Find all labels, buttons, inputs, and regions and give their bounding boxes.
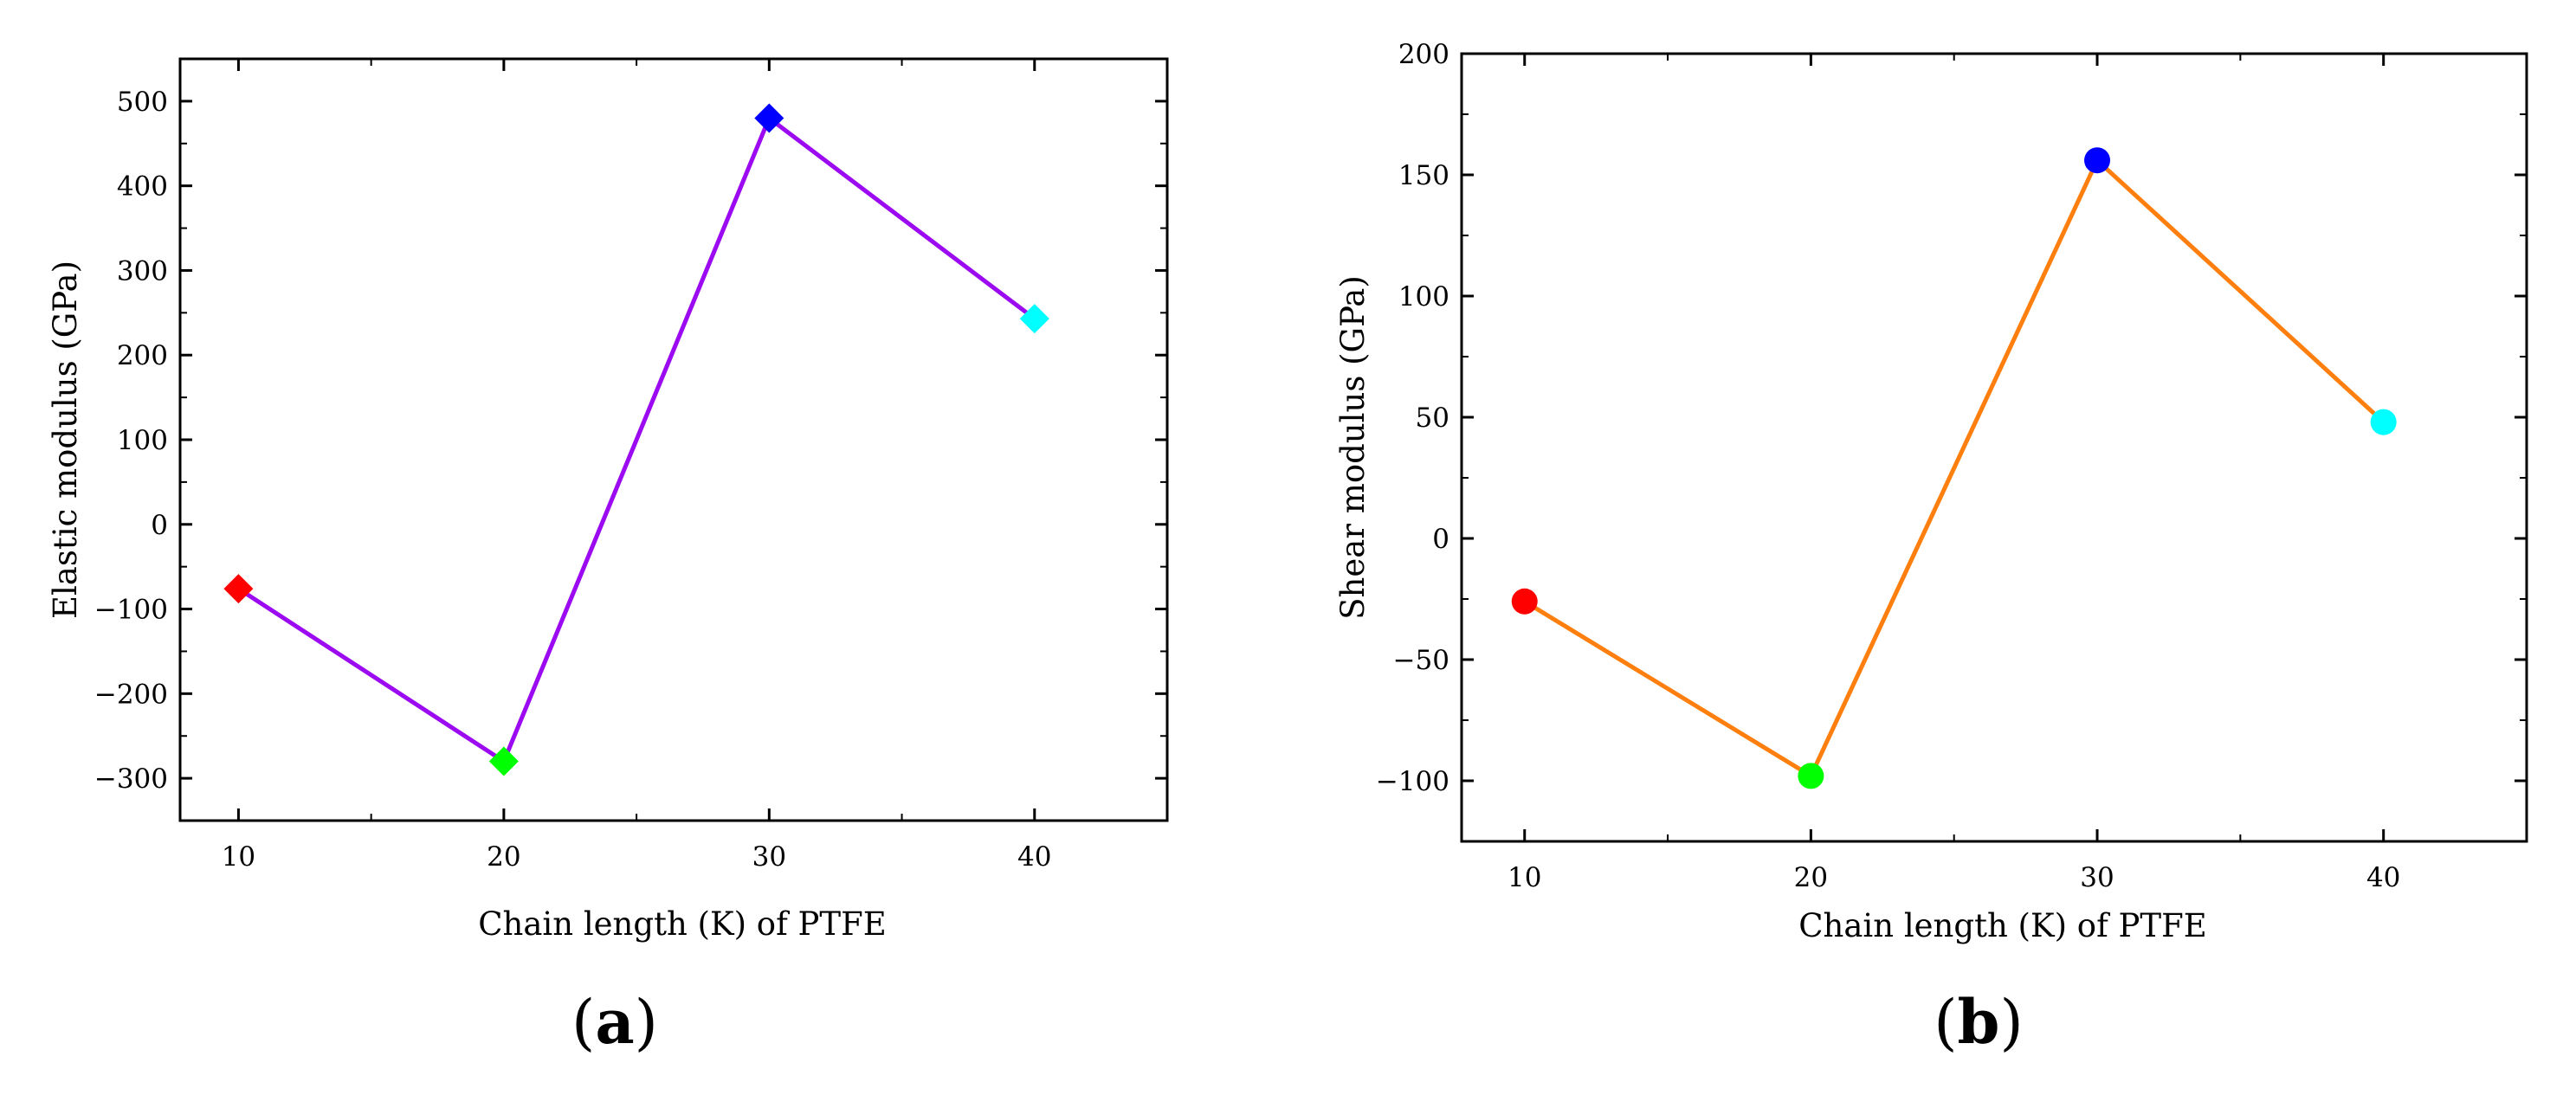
panel-a-ytick-label: 300 <box>117 255 168 287</box>
panel-a-ytick-label: 100 <box>117 425 168 456</box>
panel-a-label-text: a <box>595 986 634 1058</box>
panel-a-series-line <box>237 115 1036 764</box>
panel-b-label: (b) <box>1934 986 2024 1058</box>
panel-b-xtick-label: 10 <box>1508 862 1541 893</box>
panel-a-xtick-label: 40 <box>1017 841 1051 873</box>
panel-b-ytick-label: 50 <box>1416 403 1449 434</box>
panel-b-xtick-label: 30 <box>2080 862 2114 893</box>
panel-b-y-axis-title: Shear modulus (GPa) <box>1334 275 1372 620</box>
panel-b-plot-frame <box>1460 52 2528 843</box>
panel-b-ytick-label: 0 <box>1432 524 1449 555</box>
panel-a-ytick-label: −200 <box>94 679 168 710</box>
panel-a-ytick-label: 400 <box>117 171 168 203</box>
panel-b-series-line <box>1523 158 2386 778</box>
panel-a-ytick-label: 0 <box>151 510 168 541</box>
panel-a-ytick-label: 500 <box>117 87 168 118</box>
panel-b-chart: −100 −50 0 50 100 150 200 10 20 30 40 Chain length … <box>1334 39 2528 944</box>
panel-b-ytick-label: 150 <box>1398 160 1449 191</box>
panel-a-data-point <box>223 574 254 604</box>
panel-b-ytick-label: −50 <box>1393 645 1449 676</box>
panel-b-x-axis-title: Chain length (K) of PTFE <box>1798 907 2207 944</box>
panel-a-xtick-label: 20 <box>487 841 520 873</box>
panel-a-y-axis-title: Elastic modulus (GPa) <box>47 261 84 619</box>
panel-b-ytick-label: 100 <box>1398 281 1449 312</box>
panel-a-data-point <box>754 103 784 133</box>
svg-text:(a): (a) <box>571 986 658 1058</box>
panel-a-x-axis-title: Chain length (K) of PTFE <box>478 905 887 943</box>
panel-a-chart: −300 −200 −100 0 100 200 300 400 500 10 20 30 40 Chai… <box>47 57 1169 943</box>
panel-a-label: (a) <box>571 986 658 1058</box>
panel-b-data-point <box>1798 763 1824 789</box>
panel-b-data-point <box>1511 588 1538 615</box>
panel-b-xtick-label: 20 <box>1794 862 1828 893</box>
panel-a-xtick-label: 10 <box>222 841 255 873</box>
panel-a-ytick-label: 200 <box>117 340 168 371</box>
panel-b-data-point <box>2084 147 2111 174</box>
panel-b-label-text: b <box>1958 986 2000 1058</box>
panel-b-ytick-label: 200 <box>1398 39 1449 70</box>
panel-a-ytick-label: −100 <box>94 595 168 626</box>
panel-b-ytick-label: −100 <box>1376 766 1449 797</box>
panel-a-data-point <box>488 746 519 776</box>
panel-a-ytick-label: −300 <box>94 763 168 795</box>
panel-b-xtick-label: 40 <box>2366 862 2400 893</box>
panel-a-xtick-label: 30 <box>752 841 786 873</box>
svg-text:(b): (b) <box>1934 986 2024 1058</box>
panel-a-data-point <box>1019 304 1049 334</box>
panel-b-data-point <box>2370 409 2397 435</box>
panel-a-plot-frame <box>178 57 1169 822</box>
